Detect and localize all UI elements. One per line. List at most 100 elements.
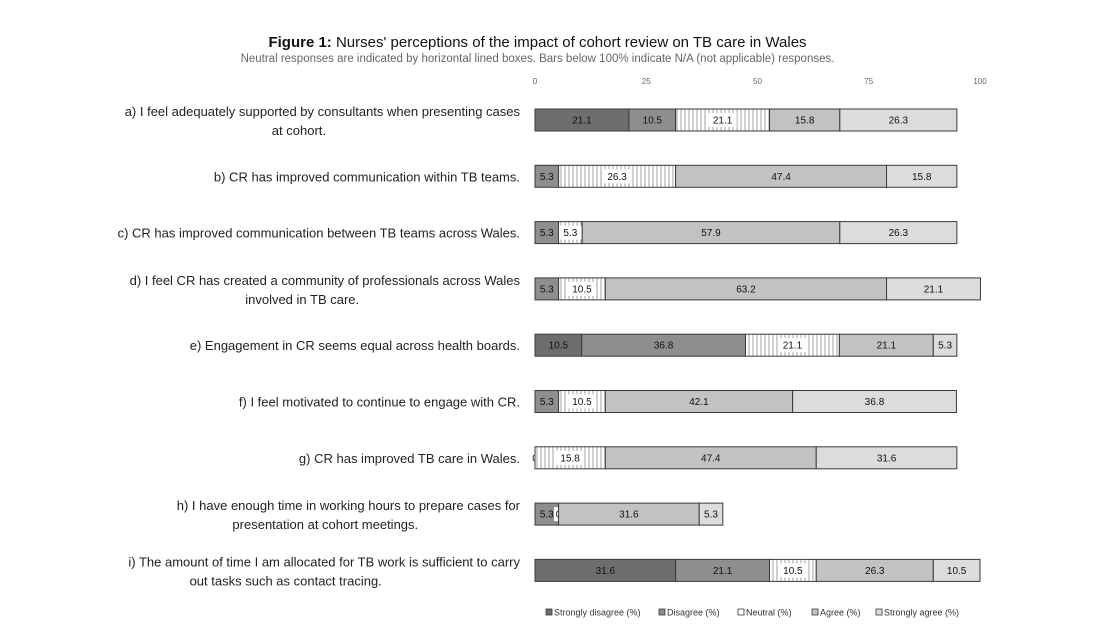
legend-swatch — [545, 608, 553, 616]
bar-row: 5.3 10.5 42.1 36.8 — [534, 390, 957, 413]
data-label: 21.1 — [713, 566, 733, 577]
data-label: 15.8 — [795, 116, 815, 127]
data-label: 10.5 — [549, 341, 569, 352]
chart-title-block: Figure 1: Nurses' perceptions of the imp… — [0, 34, 1075, 65]
data-label: 10.5 — [783, 566, 803, 577]
data-label: 5.3 — [540, 397, 554, 408]
category-label-line: involved in TB care. — [245, 292, 359, 307]
data-label: 63.2 — [736, 284, 756, 295]
bar-row: 5.3 26.3 47.4 15.8 — [534, 164, 958, 188]
bar-row: 21.1 10.5 21.1 15.8 26.3 — [534, 108, 958, 132]
data-label-background — [555, 450, 585, 465]
bar-row: 10.5 36.8 21.1 21.1 5.3 — [534, 333, 958, 357]
bars: 21.1 10.5 21.1 15.8 26.35.3 26.3 47.4 15.85.3 5.… — [530, 108, 981, 582]
legend: Strongly disagree (%) Disagree (%) Neutral… — [545, 608, 959, 618]
data-label: 26.3 — [865, 566, 885, 577]
legend-swatch — [737, 608, 745, 616]
legend-swatch — [658, 608, 666, 616]
data-label-background — [558, 225, 582, 240]
data-label: 26.3 — [889, 116, 909, 127]
data-label: 5.3 — [540, 172, 554, 183]
category-label-line: g) CR has improved TB care in Wales. — [299, 451, 520, 466]
category-label: f) I feel motivated to continue to engag… — [239, 395, 520, 410]
bar-segment — [792, 390, 957, 413]
category-label: e) Engagement in CR seems equal across h… — [190, 338, 520, 353]
data-label: 36.8 — [654, 341, 674, 352]
data-label: 31.6 — [877, 453, 897, 464]
legend-label: Strongly disagree (%) — [554, 608, 641, 618]
category-label-line: f) I feel motivated to continue to engag… — [239, 395, 520, 410]
data-label: 5.3 — [540, 510, 554, 521]
data-label: 15.8 — [560, 453, 580, 464]
data-label: 47.4 — [701, 453, 721, 464]
bar-row: 5.3 10.5 63.2 21.1 — [534, 277, 981, 301]
legend-label: Strongly agree (%) — [884, 608, 959, 618]
category-label-line: out tasks such as contact tracing. — [190, 573, 382, 588]
category-label: h) I have enough time in working hours t… — [177, 498, 521, 532]
bar-segment — [886, 277, 981, 301]
bar-row: 015.847.431.6 — [530, 446, 958, 470]
category-label-line: presentation at cohort meetings. — [232, 517, 418, 532]
chart-subtitle: Neutral responses are indicated by horiz… — [240, 53, 835, 65]
legend-item: Disagree (%) — [658, 608, 720, 618]
bar-segment — [815, 446, 958, 470]
legend-label: Neutral (%) — [746, 608, 792, 618]
data-label: 26.3 — [889, 228, 909, 239]
data-label: 15.8 — [912, 172, 932, 183]
category-label-line: at cohort. — [272, 123, 326, 138]
category-label-line: c) CR has improved communication between… — [118, 226, 520, 241]
bar-segment — [698, 502, 724, 526]
data-label-background — [708, 113, 737, 127]
data-label: 42.1 — [689, 397, 709, 408]
x-axis: 0 25 50 75 100 — [533, 77, 987, 86]
legend-swatch — [875, 608, 883, 616]
bar-row: 5.3 5.3 57.9 26.3 — [534, 221, 958, 245]
data-label-background — [602, 169, 632, 184]
category-label-line: a) I feel adequately supported by consul… — [125, 104, 521, 119]
category-label-line: e) Engagement in CR seems equal across h… — [190, 338, 520, 353]
legend-item: Strongly disagree (%) — [545, 608, 641, 618]
chart-title-text: Nurses' perceptions of the impact of coh… — [331, 34, 807, 51]
data-label: 5.3 — [563, 228, 577, 239]
data-label: 10.5 — [572, 284, 592, 295]
x-tick-label: 0 — [533, 77, 538, 86]
bar-row: 31.6 21.1 10.5 26.3 10.5 — [534, 558, 981, 582]
category-label-line: h) I have enough time in working hours t… — [177, 498, 521, 513]
data-label: 5.3 — [704, 510, 718, 521]
category-labels: a) I feel adequately supported by consul… — [118, 104, 521, 588]
category-label: b) CR has improved communication within … — [214, 169, 520, 184]
category-label-line: d) I feel CR has created a community of … — [130, 273, 521, 288]
data-label: 10.5 — [947, 566, 967, 577]
legend-swatch — [811, 608, 819, 616]
bar-segment — [839, 221, 958, 245]
legend-label: Agree (%) — [820, 608, 861, 618]
x-tick-label: 75 — [864, 77, 873, 86]
data-label: 31.6 — [596, 566, 616, 577]
legend-label: Disagree (%) — [667, 608, 720, 618]
data-label: 21.1 — [924, 284, 944, 295]
data-label-background — [778, 338, 807, 353]
data-label: 5.3 — [540, 228, 554, 239]
bar-segment — [932, 558, 981, 582]
x-tick-label: 50 — [753, 77, 762, 86]
legend-item: Agree (%) — [811, 608, 861, 618]
data-label: 26.3 — [607, 172, 627, 183]
data-label: 31.6 — [619, 510, 639, 521]
data-label-background — [778, 563, 808, 578]
data-label: 21.1 — [572, 116, 592, 127]
data-label-background — [567, 281, 597, 296]
chart-title: Figure 1: Nurses' perceptions of the imp… — [0, 34, 1075, 51]
data-label: 10.5 — [643, 116, 663, 127]
category-label: i) The amount of time I am allocated for… — [128, 554, 520, 588]
bar-row: 5.3031.65.3 — [534, 502, 724, 526]
data-label: 21.1 — [713, 116, 733, 127]
data-label: 47.4 — [771, 172, 791, 183]
legend-item: Neutral (%) — [737, 608, 792, 618]
data-label: 5.3 — [938, 341, 952, 352]
data-label: 10.5 — [572, 397, 592, 408]
bar-segment — [932, 333, 958, 357]
category-label: g) CR has improved TB care in Wales. — [299, 451, 520, 466]
chart-title-prefix: Figure 1: — [268, 34, 332, 51]
data-label-background — [567, 394, 597, 409]
